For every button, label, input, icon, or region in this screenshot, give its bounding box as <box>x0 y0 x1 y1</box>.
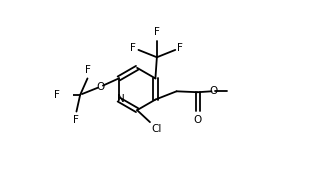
Text: O: O <box>194 115 202 125</box>
Text: Cl: Cl <box>151 124 161 134</box>
Text: F: F <box>177 43 183 53</box>
Text: F: F <box>154 27 160 37</box>
Text: F: F <box>85 65 91 75</box>
Text: N: N <box>117 94 125 104</box>
Text: F: F <box>54 90 60 100</box>
Text: F: F <box>72 115 79 125</box>
Text: O: O <box>209 86 217 96</box>
Text: O: O <box>96 82 105 92</box>
Text: F: F <box>130 43 136 53</box>
